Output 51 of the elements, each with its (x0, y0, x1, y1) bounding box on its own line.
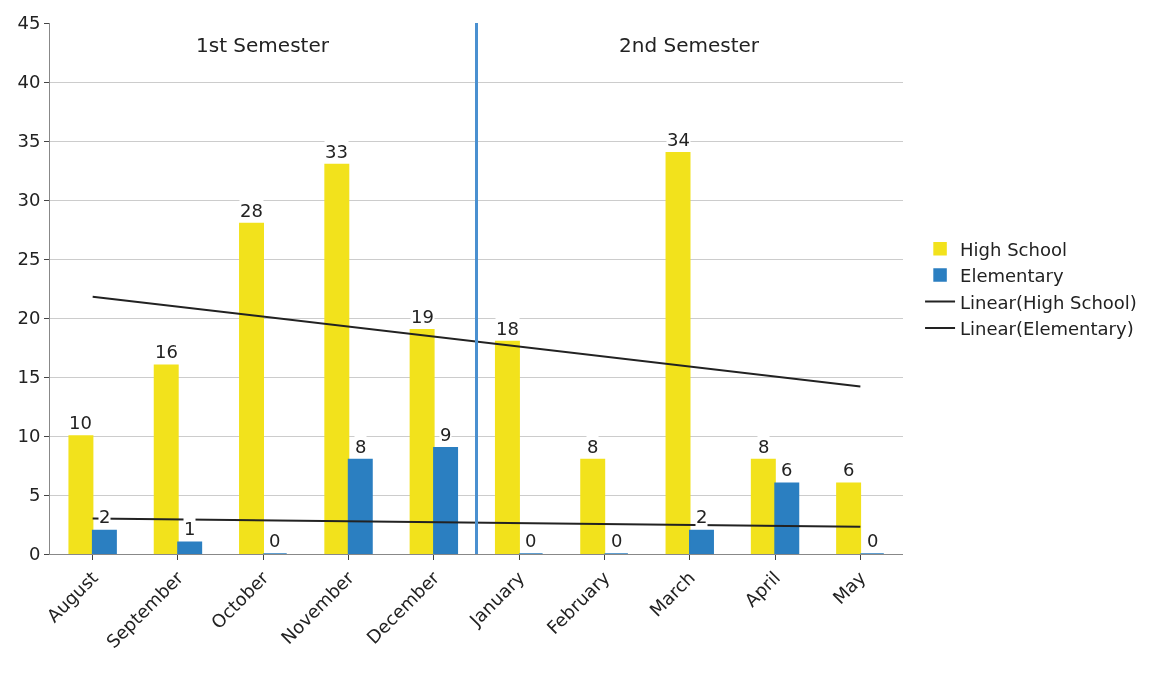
bar (347, 458, 373, 554)
y-tick-label: 40 (17, 71, 41, 93)
data-label: 0 (525, 530, 537, 551)
data-label: 2 (696, 506, 708, 527)
bar (433, 447, 459, 554)
y-tick-label: 15 (17, 366, 41, 388)
y-tick-label: 45 (17, 12, 41, 34)
bar (153, 364, 179, 554)
data-label: 0 (269, 530, 281, 551)
data-label: 6 (843, 459, 855, 480)
data-label: 19 (411, 306, 434, 327)
data-label: 9 (440, 424, 452, 445)
bar (665, 152, 691, 554)
data-label: 16 (155, 341, 178, 362)
data-label: 28 (240, 200, 263, 221)
bar (750, 458, 776, 554)
annotation: 2nd Semester (619, 33, 760, 57)
data-label: 0 (867, 530, 879, 551)
y-tick-label: 20 (17, 307, 41, 329)
bar (836, 482, 862, 554)
data-label: 2 (99, 506, 111, 527)
data-label: 0 (611, 530, 623, 551)
bar (177, 541, 203, 554)
bar (774, 482, 800, 554)
data-label: 34 (667, 129, 690, 150)
bar (494, 340, 520, 554)
legend-label: Linear(Elementary) (960, 317, 1134, 339)
legend-label: Elementary (960, 265, 1065, 287)
data-label: 8 (587, 436, 599, 457)
annotation: 1st Semester (196, 33, 330, 57)
bar (409, 329, 435, 554)
data-label: 8 (355, 436, 367, 457)
bar (239, 222, 264, 554)
data-label: 10 (69, 412, 92, 433)
legend-label: High School (960, 238, 1067, 260)
bar (68, 435, 94, 554)
data-label: 18 (496, 318, 519, 339)
bar (324, 163, 350, 554)
y-tick-label: 0 (28, 543, 41, 565)
data-label: 33 (325, 141, 348, 162)
data-label: 8 (758, 436, 770, 457)
data-label: 1 (184, 518, 196, 539)
y-tick-label: 25 (17, 248, 41, 270)
y-tick-label: 30 (17, 189, 41, 211)
y-tick-label: 35 (17, 130, 41, 152)
legend-label: Linear(High School) (960, 291, 1137, 313)
y-tick-label: 5 (28, 484, 41, 506)
bar (91, 529, 117, 554)
data-label: 6 (781, 459, 793, 480)
y-tick-label: 10 (17, 425, 41, 447)
bar (580, 458, 606, 554)
